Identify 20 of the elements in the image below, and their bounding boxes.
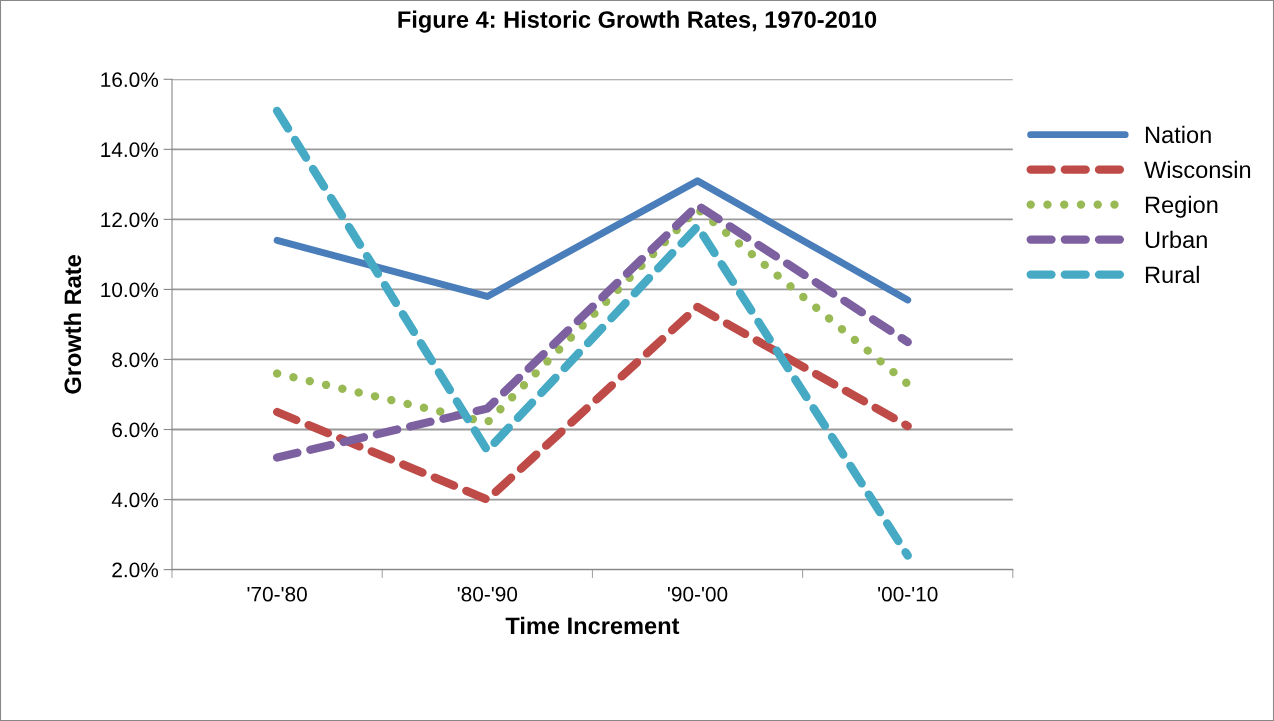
y-axis-title: Growth Rate xyxy=(63,255,82,394)
y-tick-label: 14.0% xyxy=(101,142,159,158)
x-tick-label: '00-'10 xyxy=(878,586,938,602)
legend-label: Rural xyxy=(1145,265,1199,284)
legend-label: Region xyxy=(1145,195,1218,218)
legend-label: Wisconsin xyxy=(1144,160,1251,179)
chart-title: Figure 4: Historic Growth Rates, 1970-2010 xyxy=(398,10,877,33)
y-tick-label: 4.0% xyxy=(111,492,159,508)
y-tick-label: 2.0% xyxy=(112,562,159,578)
y-tick-label: 8.0% xyxy=(112,352,159,368)
y-tick-label: 6.0% xyxy=(112,422,159,438)
y-tick-label: 16.0% xyxy=(101,72,159,88)
x-tick-label: '80-'90 xyxy=(457,586,518,602)
x-tick-label: '70-'80 xyxy=(247,586,307,602)
y-tick-label: 10.0% xyxy=(101,282,159,298)
x-axis-title: Time Increment xyxy=(505,616,680,635)
x-tick-label: '90-'00 xyxy=(667,586,728,602)
legend-label: Urban xyxy=(1145,230,1207,249)
legend-label: Nation xyxy=(1145,125,1211,144)
y-tick-label: 12.0% xyxy=(101,212,159,228)
